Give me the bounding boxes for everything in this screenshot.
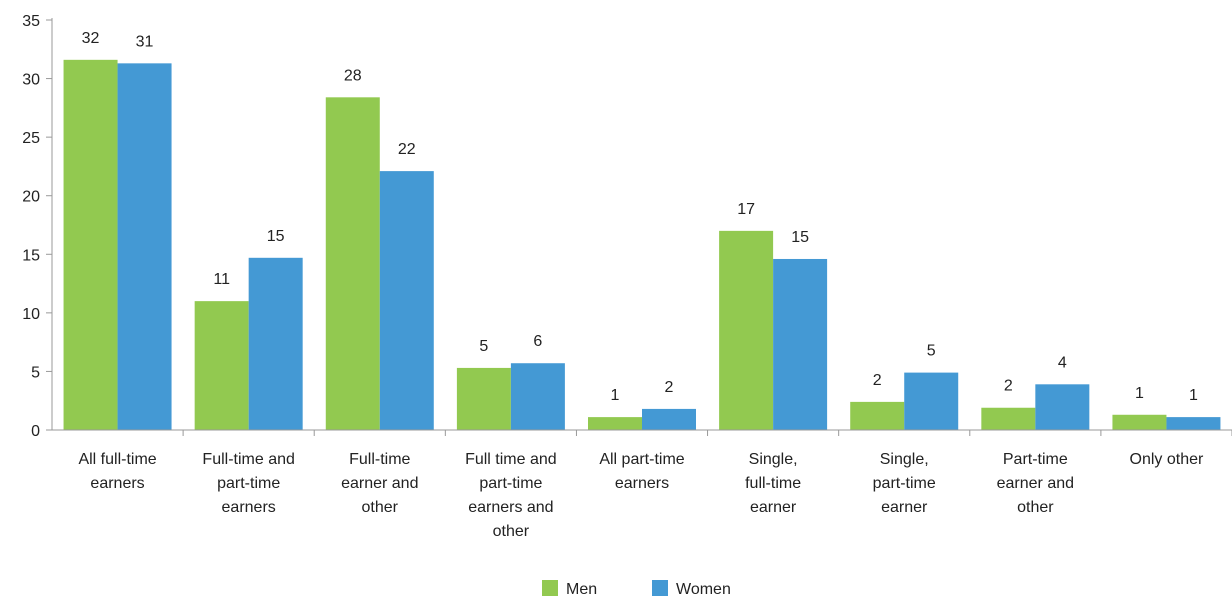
x-category-label-line: Single, <box>749 451 798 468</box>
x-category-label-line: Only other <box>1130 451 1204 468</box>
x-category-label-line: other <box>1017 499 1054 516</box>
x-category-label: Single, full-time earner <box>745 451 801 516</box>
legend-label-men: Men <box>566 581 597 598</box>
bar-women-3 <box>510 363 565 430</box>
legend-swatch-men <box>542 580 558 596</box>
data-label-men: 1 <box>611 387 620 404</box>
data-label-men: 2 <box>1004 378 1013 395</box>
legend-label-women: Women <box>676 581 731 598</box>
x-category-label: Part-time earner and other <box>997 451 1074 516</box>
x-category-label-line: part-time <box>217 475 280 492</box>
data-label-women: 15 <box>267 228 285 245</box>
y-axis: 0 5 10 15 20 25 30 35 <box>22 13 53 440</box>
x-category-label: Single, part-time earner <box>873 451 936 516</box>
bar-men-0 <box>63 59 118 430</box>
data-label-women: 4 <box>1058 354 1067 371</box>
x-category-label: Only other <box>1130 451 1204 468</box>
y-tick-label: 35 <box>22 13 40 30</box>
x-category-label-line: All full-time <box>78 451 156 468</box>
x-category-label-line: Part-time <box>1003 451 1068 468</box>
data-label-women: 1 <box>1189 387 1198 404</box>
bar-women-1 <box>248 257 303 430</box>
x-category-label-line: earners <box>615 475 669 492</box>
data-label-men: 5 <box>479 338 488 355</box>
data-label-women: 15 <box>791 229 809 246</box>
bar-women-5 <box>773 258 828 430</box>
bar-men-8 <box>1112 414 1167 430</box>
x-category-label-line: part-time <box>479 475 542 492</box>
x-category-label-line: earners <box>90 475 144 492</box>
data-label-men: 11 <box>213 271 230 288</box>
bar-men-2 <box>325 97 380 431</box>
y-tick-label: 20 <box>22 189 40 206</box>
x-category-label-line: Single, <box>880 451 929 468</box>
x-category-label-line: earner and <box>341 475 418 492</box>
bar-men-6 <box>850 401 905 430</box>
y-tick-label: 10 <box>22 306 40 323</box>
x-category-label: All part-time earners <box>599 451 684 492</box>
x-category-label-line: earners <box>222 499 276 516</box>
x-category-label-line: Full time and <box>465 451 557 468</box>
x-category-label-line: full-time <box>745 475 801 492</box>
x-category-label-line: earner and <box>997 475 1074 492</box>
data-label-women: 6 <box>533 333 542 350</box>
bar-women-7 <box>1035 384 1090 430</box>
legend-swatch-women <box>652 580 668 596</box>
data-label-women: 31 <box>136 33 154 50</box>
data-label-men: 32 <box>82 30 100 47</box>
data-label-men: 17 <box>737 201 755 218</box>
bar-women-4 <box>642 408 696 430</box>
bar-men-1 <box>194 301 249 430</box>
x-category-label: Full time and part-time earners and other <box>465 451 557 540</box>
x-category-label-line: other <box>493 523 530 540</box>
x-category-label-line: earners and <box>468 499 553 516</box>
x-axis: All full-time earners Full-time and part-ti… <box>52 429 1232 540</box>
y-tick-label: 15 <box>22 247 40 264</box>
data-label-men: 1 <box>1135 385 1144 402</box>
data-label-women: 2 <box>665 379 674 396</box>
data-label-men: 28 <box>344 67 362 84</box>
bar-men-5 <box>719 230 774 430</box>
x-category-label-line: other <box>362 499 399 516</box>
bar-men-7 <box>981 407 1036 430</box>
x-category-label-line: part-time <box>873 475 936 492</box>
x-category-label: Full-time earner and other <box>341 451 418 516</box>
bar-women-0 <box>117 63 172 430</box>
x-category-label-line: earner <box>750 499 797 516</box>
x-category-label: All full-time earners <box>78 451 156 492</box>
data-label-men: 2 <box>873 372 882 389</box>
x-category-label-line: All part-time <box>599 451 684 468</box>
data-label-women: 22 <box>398 141 416 158</box>
bar-men-4 <box>588 417 642 430</box>
data-label-women: 5 <box>927 343 936 360</box>
x-category-label-line: earner <box>881 499 928 516</box>
bar-women-2 <box>379 171 434 430</box>
y-tick-label: 5 <box>31 364 40 381</box>
legend: Men Women <box>542 580 731 598</box>
bar-women-6 <box>904 372 959 430</box>
bar-men-3 <box>456 367 511 430</box>
x-category-label: Full-time and part-time earners <box>202 451 294 516</box>
bar-women-8 <box>1166 417 1221 430</box>
y-tick-label: 0 <box>31 423 40 440</box>
x-category-label-line: Full-time and <box>202 451 294 468</box>
y-tick-label: 25 <box>22 130 40 147</box>
y-tick-label: 30 <box>22 72 40 89</box>
x-category-label-line: Full-time <box>349 451 410 468</box>
